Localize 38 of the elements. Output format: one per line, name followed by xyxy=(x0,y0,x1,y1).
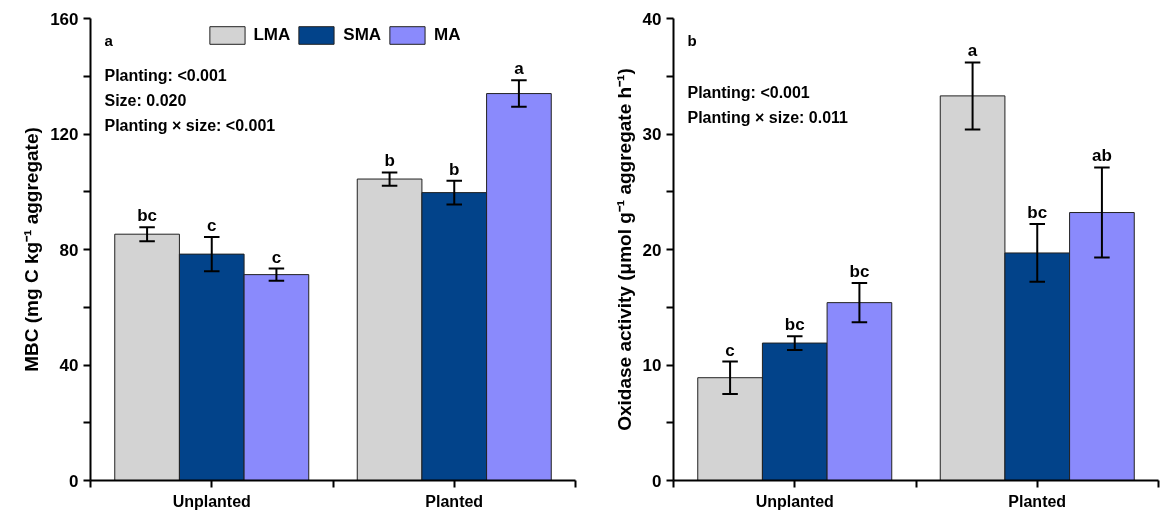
data-label: bc xyxy=(849,261,870,281)
data-label: b xyxy=(384,151,395,171)
y-tick-label: 20 xyxy=(642,240,662,260)
annotation: Planting × size: <0.001 xyxy=(104,117,276,134)
data-label: a xyxy=(514,59,525,79)
data-label: bc xyxy=(1027,203,1048,223)
data-label: bc xyxy=(784,315,805,335)
annotation: Planting: <0.001 xyxy=(687,84,810,101)
legend-label: LMA xyxy=(253,25,291,45)
y-tick-label: 80 xyxy=(59,240,79,260)
text: a xyxy=(104,32,114,49)
annotation: Planting: <0.001 xyxy=(104,67,227,84)
x-tick-label: Planted xyxy=(425,492,484,510)
y-axis-title: Oxidase activity (μmol g⁻¹ aggregate h⁻¹) xyxy=(613,68,635,431)
data-label: bc xyxy=(137,206,158,226)
y-tick-label: 160 xyxy=(50,9,79,29)
y-tick-label: 10 xyxy=(642,356,662,375)
data-label: ab xyxy=(1092,146,1112,166)
legend-label: SMA xyxy=(343,25,382,45)
data-label: a xyxy=(967,41,978,61)
data-label: c xyxy=(271,247,282,267)
legend-label: MA xyxy=(434,25,461,45)
y-tick-label: 0 xyxy=(69,471,79,491)
annotation: Planting × size: 0.011 xyxy=(687,109,849,126)
data-label: c xyxy=(725,340,735,360)
x-tick-label: Unplanted xyxy=(755,492,834,510)
y-tick-label: 120 xyxy=(50,125,79,144)
y-axis-title: MBC (mg C kg⁻¹ aggregate) xyxy=(21,127,43,372)
annotation: Size: 0.020 xyxy=(104,92,187,109)
text: b xyxy=(687,32,697,49)
y-tick-label: 40 xyxy=(642,9,662,29)
data-label: c xyxy=(207,216,217,236)
x-tick-label: Planted xyxy=(1008,492,1067,510)
data-label: b xyxy=(449,159,460,179)
y-tick-label: 0 xyxy=(652,471,662,491)
x-tick-label: Unplanted xyxy=(172,492,251,510)
y-tick-label: 30 xyxy=(642,125,662,144)
y-tick-label: 40 xyxy=(59,356,79,375)
